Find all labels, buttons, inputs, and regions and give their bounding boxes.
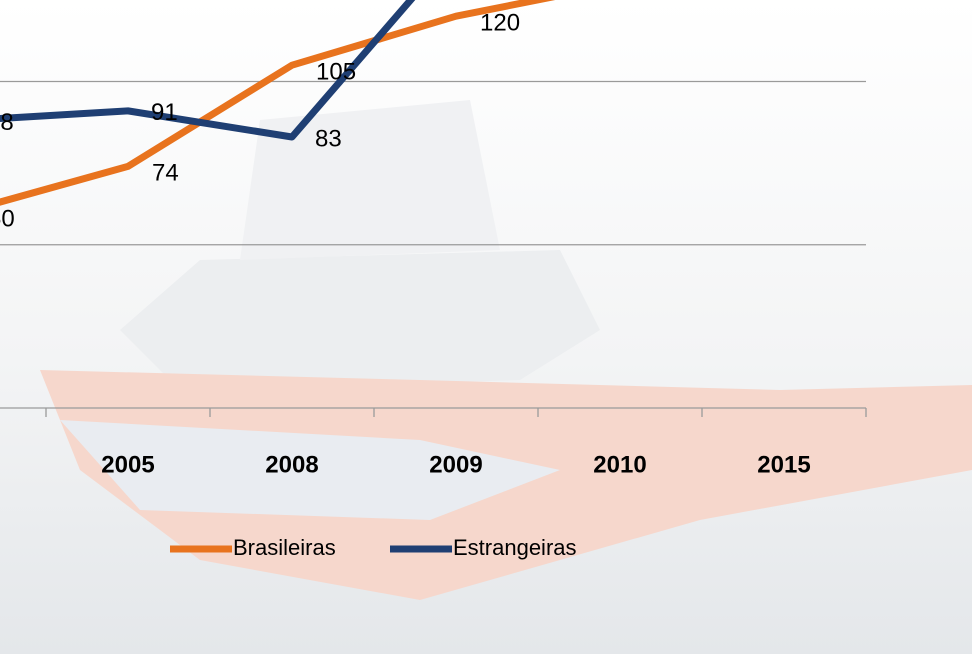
page: {"chart_data": {"type": "line", "categor… (0, 0, 972, 654)
data-label: 60 (0, 205, 15, 232)
data-label: 91 (151, 99, 178, 126)
data-label: 105 (316, 59, 356, 86)
data-label: 130 (644, 0, 684, 4)
legend-label: Estrangeiras (453, 535, 577, 560)
data-label: 83 (315, 125, 342, 152)
x-tick-label: 2010 (593, 451, 646, 478)
x-tick-label: 2009 (429, 451, 482, 478)
x-tick-label: 2015 (757, 451, 810, 478)
x-tick-label: 2008 (265, 451, 318, 478)
chart: 0501001502005200820092010201560741051201… (0, 0, 972, 654)
legend-label: Brasileiras (233, 535, 336, 560)
x-tick-label: 2005 (101, 451, 154, 478)
data-label: 88 (0, 109, 14, 136)
data-label: 74 (152, 160, 179, 187)
data-label: 120 (480, 10, 520, 37)
